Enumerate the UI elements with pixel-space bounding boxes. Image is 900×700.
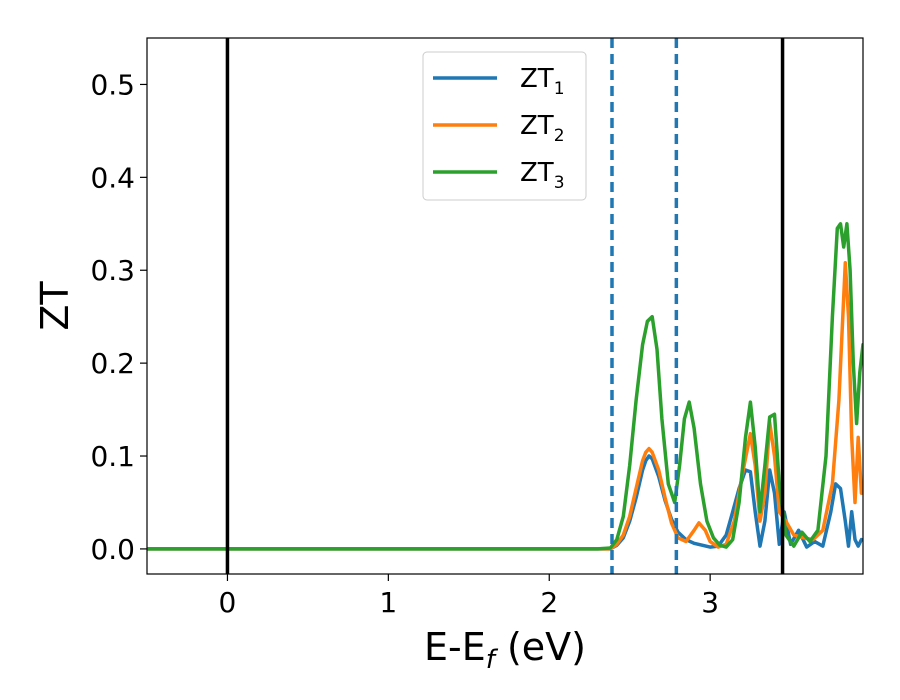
y-tick-label: 0.2 [90,347,135,380]
y-tick-label: 0.0 [90,533,135,566]
series-line-zt3 [147,222,863,551]
x-tick-label: 1 [379,586,397,619]
series-line-zt1 [147,454,863,551]
legend-box [422,51,587,201]
legend: ZT1 ZT2 ZT3 [422,51,587,201]
series-layer [147,222,863,551]
x-tick-label: 3 [701,586,719,619]
x-tick-label: 2 [540,586,558,619]
y-tick-label: 0.1 [90,440,135,473]
x-axis-ticks: 0 1 2 3 [219,574,719,619]
y-tick-label: 0.3 [90,254,135,287]
legend-label-zt2: ZT2 [520,111,565,146]
y-axis-label: ZT [33,281,77,331]
y-axis-ticks: 0.0 0.1 0.2 0.3 0.4 0.5 [90,68,147,566]
x-axis-label: E-Ef (eV) [424,625,586,675]
y-tick-label: 0.4 [90,161,135,194]
y-tick-label: 0.5 [90,68,135,101]
legend-label-zt3: ZT3 [520,158,565,193]
reference-lines [225,38,785,574]
plot-frame [146,37,864,575]
x-tick-label: 0 [219,586,237,619]
legend-label-zt1: ZT1 [520,64,565,99]
